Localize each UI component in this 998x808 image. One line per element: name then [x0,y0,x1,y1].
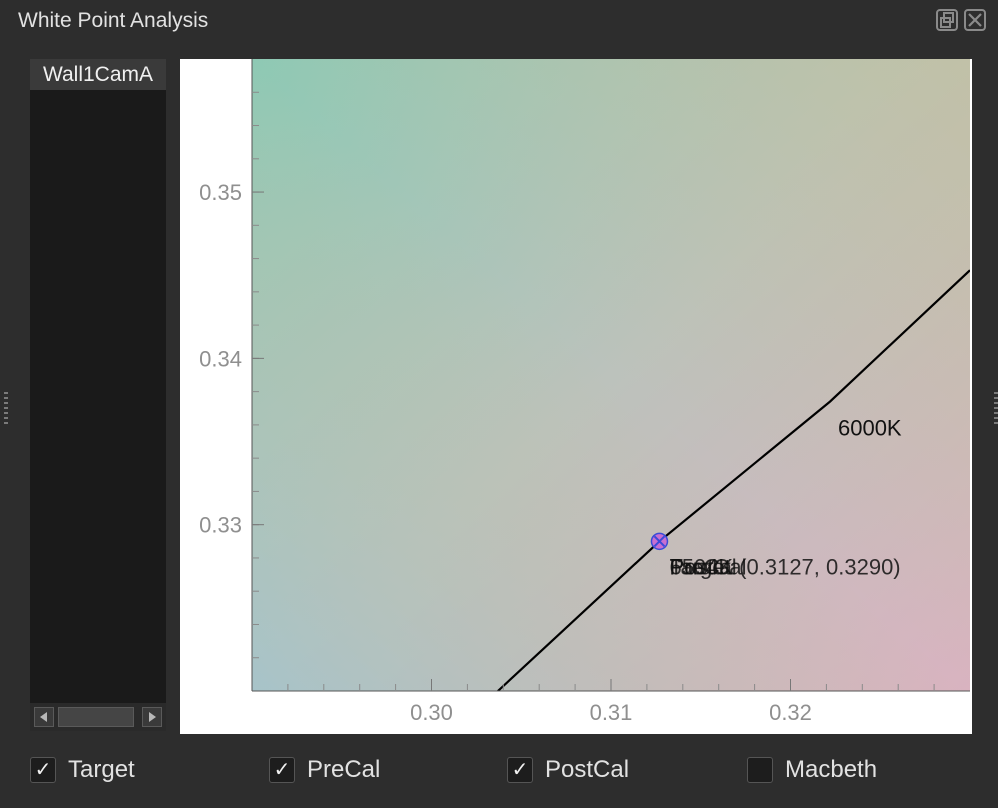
chromaticity-chart[interactable]: 6000K Target PreCal PostCal 6504K (0.3127, 0… [180,59,972,734]
right-resize-handle[interactable] [994,392,998,426]
postcal-checkbox-box[interactable]: ✓ [507,757,533,783]
point-label: PreCal [669,554,736,579]
arrow-right-icon [149,712,156,722]
x-tick-label: 0.30 [410,700,453,725]
x-tick-label: 0.31 [590,700,633,725]
point-label: 6504K (0.3127, 0.3290) [669,554,900,579]
point-label: Target [669,554,730,579]
postcal-checkbox-label[interactable]: PostCal [545,756,630,783]
plot-background-tint [252,59,970,691]
y-tick-label: 0.33 [199,513,242,538]
camera-list-header[interactable]: Wall1CamA [30,59,166,90]
left-resize-handle[interactable] [4,392,8,426]
white-point-marker-cross [653,535,666,548]
scroll-thumb[interactable] [58,707,134,727]
camera-list-panel: Wall1CamA [30,59,166,731]
locus-temperature-label: 6000K [838,416,902,441]
precal-checkbox[interactable]: ✓ PreCal [269,748,380,792]
target-checkbox[interactable]: ✓ Target [30,748,135,792]
point-label: PostCal [669,554,746,579]
title-bar: White Point Analysis [0,0,998,42]
scroll-left-button[interactable] [34,707,54,727]
target-checkbox-label[interactable]: Target [68,756,135,783]
precal-checkbox-box[interactable]: ✓ [269,757,295,783]
y-tick-label: 0.34 [199,346,242,371]
y-tick-label: 0.35 [199,180,242,205]
macbeth-checkbox-box[interactable] [747,757,773,783]
arrow-left-icon [40,712,47,722]
close-window-button[interactable] [964,9,986,31]
float-window-button[interactable] [936,9,958,31]
horizontal-scrollbar[interactable] [30,703,166,731]
target-checkbox-box[interactable]: ✓ [30,757,56,783]
scroll-right-button[interactable] [142,707,162,727]
legend-checkbox-row: ✓ Target ✓ PreCal ✓ PostCal Macbeth [0,748,998,792]
x-tick-label: 0.32 [769,700,812,725]
planckian-locus-line [497,269,970,691]
window-title: White Point Analysis [18,9,209,32]
postcal-checkbox[interactable]: ✓ PostCal [507,748,629,792]
macbeth-checkbox-label[interactable]: Macbeth [785,756,878,783]
close-icon [968,13,982,27]
precal-checkbox-label[interactable]: PreCal [307,756,381,783]
plot-area [252,59,970,691]
float-icon [940,12,954,28]
macbeth-checkbox[interactable]: Macbeth [747,748,877,792]
